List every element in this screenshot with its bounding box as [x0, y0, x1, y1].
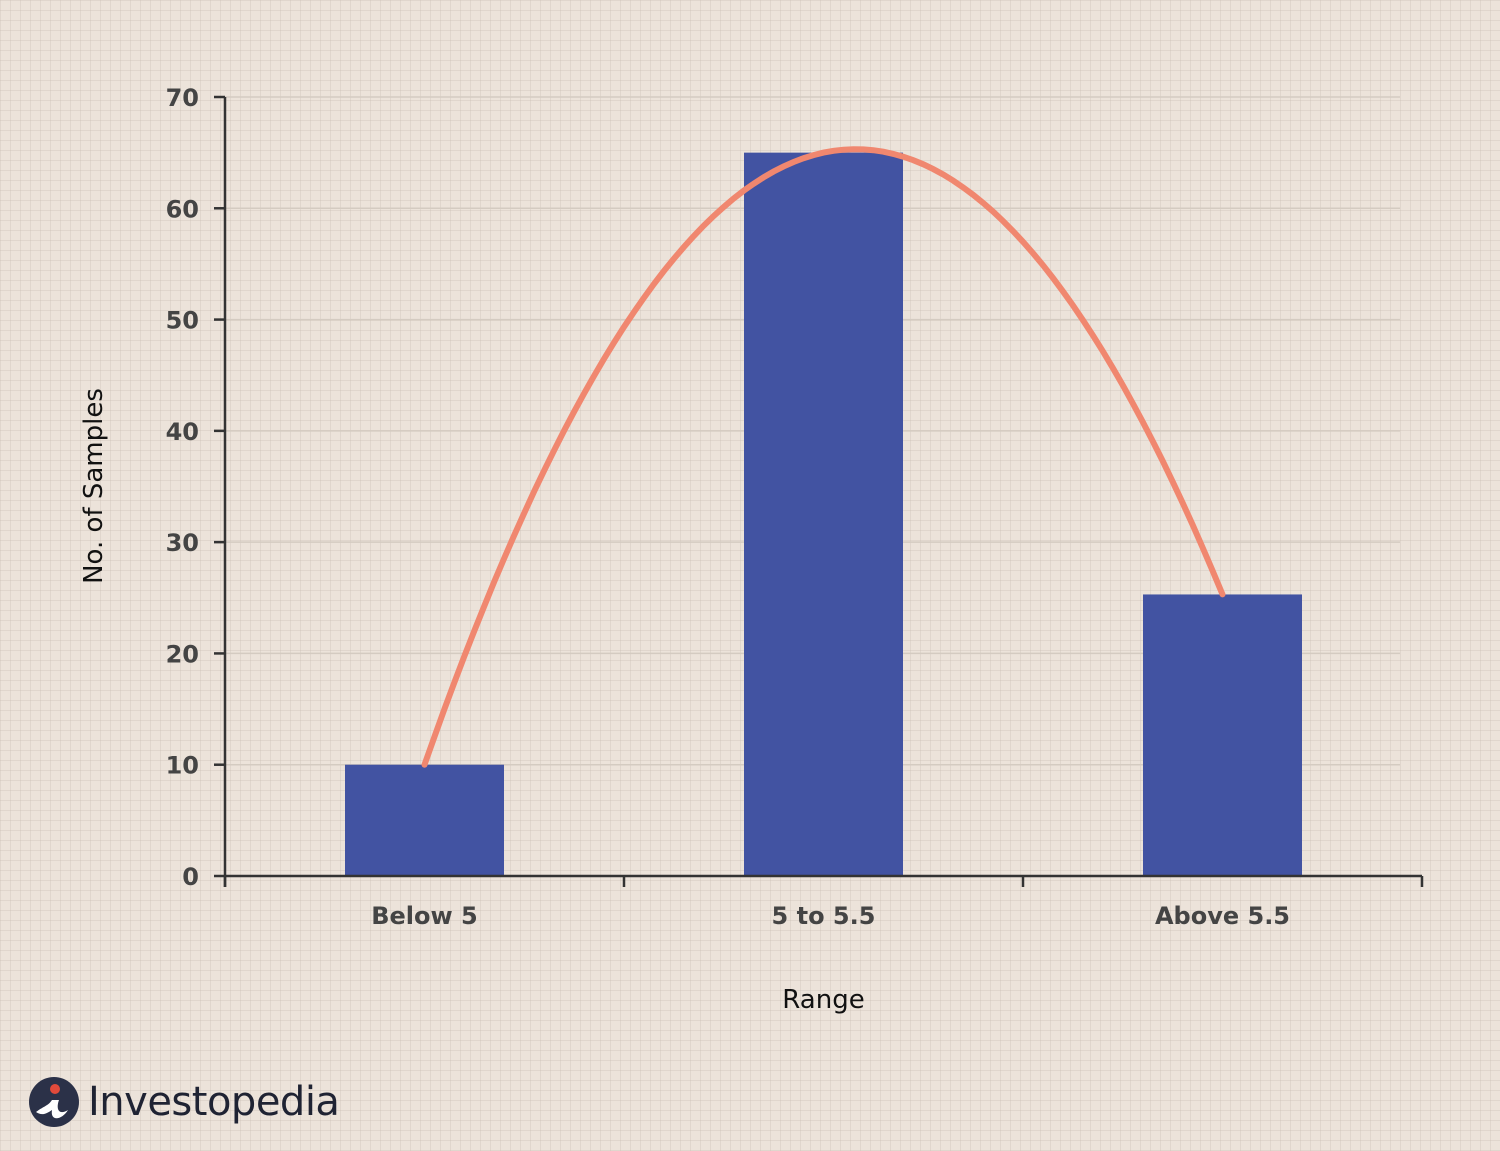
- y-tick-label: 0: [182, 863, 199, 891]
- y-tick-label: 40: [166, 418, 199, 446]
- bar-1: [744, 152, 903, 877]
- fitted-curve: [421, 146, 1226, 768]
- investopedia-logo: Investopedia: [28, 1072, 340, 1132]
- y-tick-label: 50: [166, 307, 199, 335]
- investopedia-logo-icon: [29, 1077, 79, 1127]
- bar-0: [345, 764, 504, 876]
- logo-text: Investopedia: [88, 1079, 340, 1125]
- x-axis-title: Range: [782, 985, 864, 1015]
- y-tick-label: 70: [166, 84, 199, 112]
- bar-2: [1143, 594, 1302, 876]
- y-axis-title: No. of Samples: [79, 388, 109, 584]
- x-tick-label: Above 5.5: [1155, 902, 1290, 930]
- y-tick-label: 20: [166, 640, 199, 668]
- y-tick-label: 60: [166, 195, 199, 223]
- y-tick-label: 10: [166, 752, 199, 780]
- x-tick-label: 5 to 5.5: [772, 902, 876, 930]
- y-tick-label: 30: [166, 529, 199, 557]
- x-tick-label: Below 5: [371, 902, 478, 930]
